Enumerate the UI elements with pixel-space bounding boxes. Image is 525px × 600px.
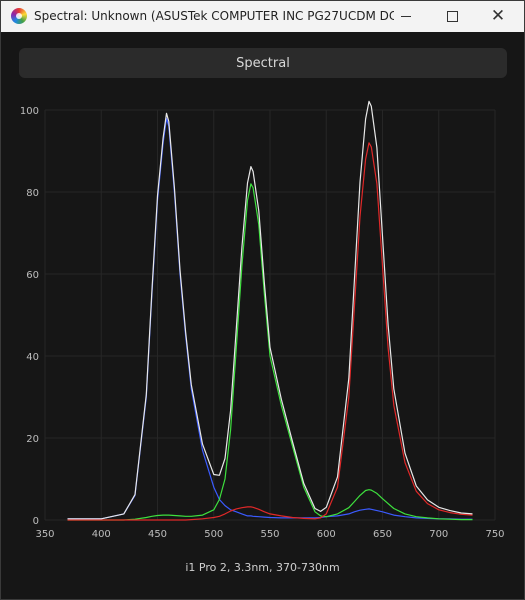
series-line-3	[67, 100, 473, 520]
x-tick-label: 350	[35, 529, 54, 540]
close-icon: ✕	[490, 6, 506, 26]
close-button[interactable]: ✕	[475, 1, 521, 32]
minimize-button[interactable]	[383, 1, 429, 32]
maximize-button[interactable]	[429, 1, 475, 32]
y-tick-label: 80	[26, 188, 39, 199]
x-tick-label: 750	[485, 529, 504, 540]
x-tick-label: 400	[92, 529, 111, 540]
y-tick-label: 60	[26, 270, 39, 281]
x-tick-label: 500	[204, 529, 223, 540]
x-tick-label: 450	[148, 529, 167, 540]
window-title: Spectral: Unknown (ASUSTek COMPUTER INC …	[34, 9, 394, 23]
series-line-2	[67, 142, 473, 521]
minimize-icon	[401, 16, 411, 17]
spectral-tab-label: Spectral	[236, 55, 290, 71]
maximize-icon	[446, 11, 458, 22]
instrument-label: i1 Pro 2, 3.3nm, 370-730nm	[185, 561, 340, 574]
x-tick-label: 700	[429, 529, 448, 540]
y-tick-label: 100	[20, 106, 39, 117]
series-line-0	[67, 117, 473, 520]
spectral-tab-button[interactable]: Spectral	[19, 48, 507, 78]
spectral-chart-svg: 350 400 450 500 550 600 650 700 750 0 20 40 60 80 100	[20, 100, 505, 540]
title-bar[interactable]: Spectral: Unknown (ASUSTek COMPUTER INC …	[1, 1, 524, 32]
y-tick-label: 0	[33, 516, 39, 527]
series-line-1	[67, 183, 473, 521]
y-tick-label: 20	[26, 434, 39, 445]
x-tick-label: 550	[260, 529, 279, 540]
y-tick-label: 40	[26, 352, 39, 363]
x-tick-label: 650	[373, 529, 392, 540]
app-icon	[11, 8, 27, 24]
spectral-chart: 350 400 450 500 550 600 650 700 750 0 20 40 60 80 100	[1, 89, 524, 549]
x-tick-label: 600	[317, 529, 336, 540]
